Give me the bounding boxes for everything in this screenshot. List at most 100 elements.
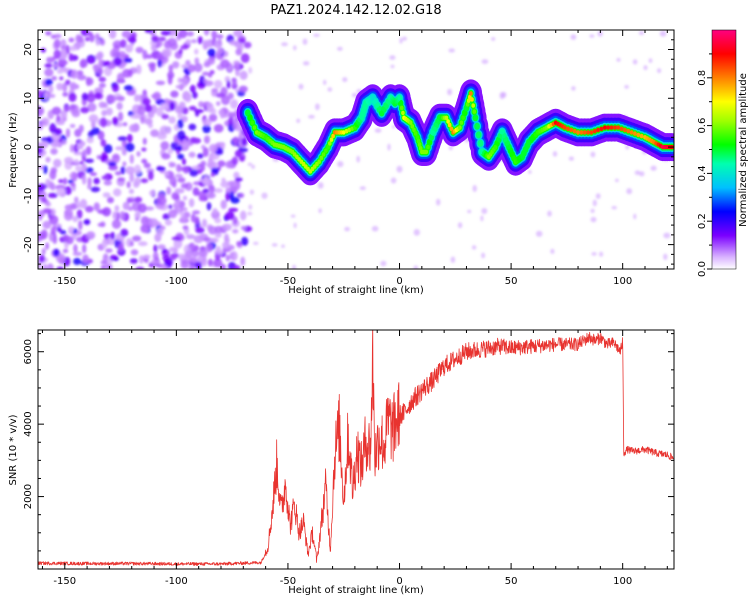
heatmap-ridge-cell	[447, 122, 452, 128]
heatmap-speckle	[356, 155, 361, 163]
heatmap-ridge-cell	[350, 126, 354, 131]
heatmap-noise-cell	[194, 216, 200, 226]
heatmap-noise-cell	[95, 38, 101, 46]
heatmap-noise-cell	[216, 47, 224, 55]
heatmap-ridge-cell	[434, 122, 439, 128]
heatmap-noise-cell	[174, 188, 185, 194]
heatmap-noise-cell	[113, 57, 123, 66]
heatmap-ridge-cell	[495, 141, 499, 146]
heatmap-noise-cell	[87, 102, 97, 112]
heatmap-noise-cell	[42, 220, 52, 229]
heatmap-ridge-cell	[431, 130, 435, 135]
heatmap-noise-cell	[72, 251, 83, 256]
heatmap-speckle	[293, 222, 297, 229]
heatmap-noise-cell	[131, 235, 142, 242]
heatmap-noise-cell	[162, 213, 171, 220]
heatmap-noise-cell	[90, 186, 101, 193]
heatmap-speckle	[480, 215, 484, 222]
heatmap-noise-cell	[134, 176, 142, 186]
heatmap-noise-cell	[82, 254, 89, 264]
heatmap-noise-cell	[177, 177, 186, 183]
heatmap-noise-cell	[162, 248, 168, 254]
heatmap-noise-cell	[210, 172, 215, 177]
heatmap-noise-cell	[231, 156, 239, 165]
heatmap-noise-cell	[116, 72, 125, 83]
heatmap-noise-cell	[140, 115, 145, 124]
heatmap-ridge-cell	[510, 152, 514, 157]
heatmap-ridge-cell	[606, 125, 610, 130]
heatmap-noise-cell	[207, 157, 214, 168]
heatmap-ridge-cell	[427, 140, 432, 145]
heatmap-speckle	[402, 36, 407, 41]
heatmap-noise-cell	[219, 109, 225, 119]
heatmap-noise-cell	[120, 166, 126, 175]
heatmap-ridge-cell	[331, 133, 335, 139]
heatmap-noise-cell	[202, 118, 212, 127]
heatmap-ridge-cell	[382, 107, 386, 112]
heatmap-noise-cell	[82, 244, 87, 254]
heatmap-noise-cell	[94, 92, 102, 100]
heatmap-ridge-cell	[478, 141, 483, 146]
heatmap-noise-cell	[72, 172, 78, 182]
heatmap-noise-cell	[127, 198, 135, 203]
heatmap-noise-cell	[177, 112, 183, 119]
heatmap-ridge-cell	[379, 110, 384, 116]
heatmap-noise-cell	[209, 237, 219, 243]
heatmap-noise-cell	[228, 116, 234, 126]
heatmap-ridge-cell	[572, 129, 577, 134]
heatmap-noise-cell	[211, 88, 219, 93]
heatmap-noise-cell	[75, 165, 82, 172]
heatmap-noise-cell	[136, 64, 142, 75]
heatmap-speckle	[589, 34, 595, 38]
heatmap-noise-cell	[48, 84, 54, 94]
heatmap-noise-cell	[209, 185, 215, 194]
heatmap-noise-cell	[215, 92, 225, 98]
heatmap-noise-cell	[97, 222, 106, 227]
heatmap-noise-cell	[60, 109, 68, 119]
y-tick-label: 20	[23, 43, 34, 56]
heatmap-noise-cell	[51, 106, 62, 115]
heatmap-speckle	[590, 208, 595, 213]
heatmap-ridge-cell	[329, 137, 334, 142]
heatmap-speckle	[615, 178, 619, 183]
heatmap-noise-cell	[117, 243, 124, 252]
heatmap-noise-cell	[191, 91, 198, 99]
heatmap-ridge-layer	[246, 91, 674, 174]
heatmap-ridge-cell	[579, 130, 584, 135]
heatmap-ridge-cell	[432, 126, 437, 131]
heatmap-noise-cell	[76, 70, 84, 76]
heatmap-noise-cell	[79, 198, 88, 209]
heatmap-speckle	[659, 30, 667, 37]
heatmap-noise-cell	[38, 254, 46, 263]
y-tick-label: 6000	[23, 339, 34, 364]
heatmap-noise-cell	[160, 30, 171, 36]
heatmap-speckle	[592, 199, 597, 207]
heatmap-noise-cell	[44, 78, 53, 86]
heatmap-noise-cell	[212, 208, 218, 214]
snr-ticks: -150 -100 -50 0 50 100 2000 4000 6000	[23, 330, 674, 587]
heatmap-noise-cell	[87, 177, 92, 186]
heatmap-ridge-cell	[497, 137, 501, 142]
x-tick-label: 100	[613, 276, 632, 287]
heatmap-noise-cell	[195, 111, 200, 117]
heatmap-noise-cell	[239, 210, 247, 221]
heatmap-ridge-cell	[344, 129, 349, 134]
heatmap-noise-cell	[232, 216, 238, 225]
heatmap-ridge-cell	[360, 111, 365, 117]
heatmap-noise-cell	[147, 170, 154, 181]
heatmap-speckle	[650, 165, 657, 171]
heatmap-noise-cell	[102, 192, 111, 198]
heatmap-noise-cell	[98, 59, 104, 70]
colorbar-tick-label: 0.0	[697, 261, 708, 277]
heatmap-noise-cell	[214, 79, 223, 89]
heatmap-noise-cell	[49, 215, 59, 225]
heatmap-noise-cell	[174, 173, 183, 178]
heatmap-noise-cell	[102, 175, 109, 180]
heatmap-noise-cell	[73, 257, 82, 265]
heatmap-speckle	[447, 88, 453, 96]
heatmap-ridge-cell	[633, 131, 637, 136]
heatmap-noise-cell	[68, 92, 77, 103]
heatmap-noise-cell	[167, 148, 174, 155]
heatmap-noise-cell	[194, 57, 200, 65]
